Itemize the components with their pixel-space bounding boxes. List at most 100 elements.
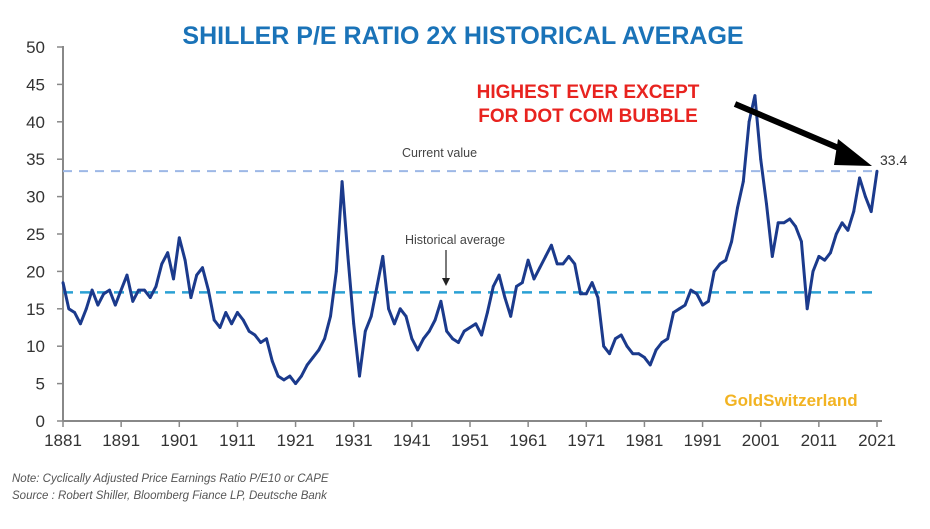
data-point xyxy=(555,262,559,266)
callout-line-2: FOR DOT COM BUBBLE xyxy=(478,106,698,127)
data-point xyxy=(515,284,518,288)
data-point xyxy=(805,307,809,311)
data-point xyxy=(526,258,530,262)
x-tick-label: 2011 xyxy=(801,431,838,450)
data-point xyxy=(858,176,861,180)
data-point xyxy=(172,277,175,281)
x-tick-label: 2021 xyxy=(858,431,896,450)
data-point xyxy=(584,292,588,296)
data-point xyxy=(724,258,728,262)
y-tick-label: 0 xyxy=(36,412,45,431)
x-tick-label: 1981 xyxy=(626,431,664,450)
data-point xyxy=(520,281,524,285)
x-tick-label: 1901 xyxy=(160,431,198,450)
data-point xyxy=(90,288,94,292)
data-point xyxy=(317,348,321,352)
data-point xyxy=(113,303,117,307)
data-point xyxy=(532,277,536,281)
data-point xyxy=(311,356,315,359)
data-point xyxy=(416,348,420,352)
data-point xyxy=(573,262,577,266)
data-point xyxy=(811,270,815,273)
x-tick-label: 1941 xyxy=(393,431,431,450)
x-tick-label: 1881 xyxy=(44,431,82,450)
data-point xyxy=(817,255,821,258)
data-point xyxy=(776,221,780,225)
data-point xyxy=(875,169,879,173)
data-point xyxy=(648,363,652,367)
data-point xyxy=(137,288,140,292)
callout-line-1: HIGHEST EVER EXCEPT xyxy=(477,82,700,103)
data-point xyxy=(334,270,338,273)
x-tick-label: 1931 xyxy=(335,431,373,450)
y-tick-label: 10 xyxy=(26,337,45,356)
y-tick-label: 35 xyxy=(26,150,45,169)
data-point xyxy=(794,225,797,228)
data-point xyxy=(503,296,507,299)
data-point xyxy=(73,311,77,314)
y-tick-label: 20 xyxy=(26,262,45,281)
data-point xyxy=(706,299,710,303)
data-points xyxy=(61,94,879,385)
data-point xyxy=(683,303,687,307)
data-point xyxy=(590,281,594,285)
data-point xyxy=(840,221,844,225)
data-point xyxy=(224,311,228,314)
data-point xyxy=(596,296,600,299)
data-point xyxy=(381,255,385,258)
data-point xyxy=(718,262,722,266)
data-point xyxy=(206,288,210,292)
data-point xyxy=(160,262,164,266)
data-point xyxy=(323,337,327,341)
data-point xyxy=(829,251,832,255)
data-point xyxy=(398,307,402,311)
data-point xyxy=(410,337,414,341)
data-point xyxy=(265,337,268,341)
y-tick-label: 45 xyxy=(26,75,45,94)
data-point xyxy=(369,314,373,318)
data-point xyxy=(79,322,82,326)
data-point xyxy=(509,314,513,318)
data-point xyxy=(433,318,437,322)
data-point xyxy=(770,255,774,258)
x-tick-label: 1971 xyxy=(567,431,605,450)
data-point xyxy=(148,296,152,299)
data-point xyxy=(404,314,408,318)
data-point xyxy=(96,303,100,307)
data-point xyxy=(631,352,635,356)
data-point xyxy=(236,311,239,314)
data-point xyxy=(689,288,693,292)
data-point xyxy=(230,322,234,326)
x-ticks: 1881 1891 1901 1911 1921 1931 1941 1951 1961 1971… xyxy=(44,421,896,450)
data-point xyxy=(439,299,443,303)
data-point xyxy=(241,318,245,322)
x-tick-label: 2001 xyxy=(742,431,780,450)
data-point xyxy=(143,288,146,292)
data-point xyxy=(183,258,187,262)
data-point xyxy=(538,266,542,270)
data-point xyxy=(352,322,356,326)
data-point xyxy=(846,228,850,232)
data-point xyxy=(422,337,425,341)
data-point xyxy=(753,94,757,98)
x-tick-label: 1911 xyxy=(219,431,256,450)
data-point xyxy=(637,352,641,356)
data-point xyxy=(387,307,390,311)
x-tick-label: 1991 xyxy=(684,431,722,450)
data-point xyxy=(125,273,129,277)
data-point xyxy=(358,374,361,378)
data-point xyxy=(602,344,606,348)
data-point xyxy=(253,333,257,337)
data-point xyxy=(259,341,263,344)
data-point xyxy=(329,314,332,318)
data-point xyxy=(666,337,670,341)
y-tick-label: 30 xyxy=(26,188,45,207)
current-value-number: 33.4 xyxy=(880,152,907,168)
data-point xyxy=(270,359,274,363)
data-point xyxy=(544,255,547,258)
data-point xyxy=(736,206,739,210)
data-point xyxy=(294,382,297,385)
data-point xyxy=(166,251,170,255)
footer-note: Note: Cyclically Adjusted Price Earnings… xyxy=(12,473,329,485)
data-point xyxy=(84,307,88,311)
